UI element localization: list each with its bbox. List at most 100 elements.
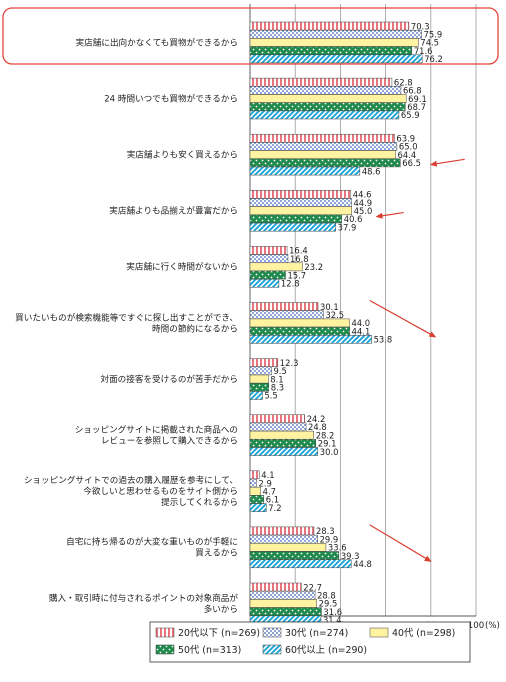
category-label: 買いたいものが検索機能等ですぐに探し出すことができ、: [15, 311, 238, 323]
data-label: 53.8: [374, 335, 393, 345]
bar: [249, 54, 423, 64]
data-label: 65.0: [399, 142, 418, 152]
bar: [249, 310, 324, 320]
bar: [249, 543, 327, 552]
data-label: 44.9: [353, 198, 372, 208]
category-label: ショッピングサイトでの過去の購入履歴を参考にして、: [24, 474, 238, 486]
bar: [249, 302, 319, 311]
bars: [249, 21, 423, 625]
legend-label: 50代 (n=313): [178, 645, 241, 656]
bar: [249, 551, 340, 560]
bar: [249, 190, 352, 199]
bar: [249, 430, 314, 440]
data-label: 22.7: [303, 582, 322, 592]
data-label: 69.1: [408, 94, 427, 104]
data-label: 33.6: [328, 543, 347, 553]
category-label: 自宅に持ち帰るのが大変な重いものが手軽に: [66, 536, 238, 548]
x-tick-label: 100: [468, 621, 484, 631]
data-label: 66.5: [402, 158, 421, 168]
data-label: 29.1: [318, 439, 337, 449]
bar: [249, 198, 352, 207]
category-label: 実店舗に出向かなくても買物ができるから: [76, 36, 238, 48]
data-label: 30.1: [320, 302, 339, 312]
bar: [249, 439, 317, 448]
data-label: 71.6: [414, 46, 433, 56]
category-label: レビューを参照して購入できるから: [101, 434, 238, 446]
category-label: 実店舗よりも品揃えが豊富だから: [109, 205, 238, 217]
category-label: 対面の接客を受けるのが苦手だから: [100, 373, 238, 385]
bar: [249, 582, 302, 592]
legend-swatch: [155, 627, 175, 638]
data-label: 74.5: [420, 38, 439, 48]
bar: [249, 254, 289, 263]
trend-arrow: [375, 211, 404, 219]
data-label: 39.3: [341, 551, 360, 561]
data-label: 7.2: [268, 503, 281, 513]
bar: [249, 94, 407, 103]
bar: [249, 607, 322, 616]
legend-swatch: [262, 627, 282, 638]
bar: [249, 150, 396, 159]
data-label: 37.9: [338, 222, 357, 232]
bar: [249, 447, 319, 456]
data-label: 4.1: [261, 470, 274, 480]
data-label: 15.7: [287, 270, 306, 280]
data-label: 4.7: [263, 487, 276, 497]
category-label: 多いから: [204, 603, 238, 615]
category-labels: 実店舗に出向かなくても買物ができるから 24 時間いつでも買物ができるから実店舗よ…: [15, 36, 238, 615]
x-unit-label: (%): [485, 621, 500, 631]
trend-arrow: [369, 524, 432, 562]
data-label: 29.5: [319, 599, 338, 609]
category-label: 今欲しいと思わせるものをサイト側から: [83, 485, 238, 497]
data-label: 44.1: [352, 326, 371, 336]
data-label: 16.8: [290, 254, 309, 264]
legend-label: 40代 (n=298): [392, 628, 455, 639]
bar: [249, 29, 422, 39]
bar: [249, 142, 398, 151]
bar: [249, 590, 316, 600]
data-label: 48.6: [362, 166, 381, 176]
bar: [249, 21, 410, 31]
highlight-box-outline: [2, 7, 499, 65]
trend-arrow: [369, 299, 437, 338]
data-label: 31.4: [323, 615, 342, 625]
legend-label: 30代 (n=274): [285, 628, 348, 639]
data-label: 64.4: [398, 150, 417, 160]
data-label: 76.2: [424, 54, 443, 64]
bar: [249, 133, 395, 143]
bar: [249, 486, 261, 496]
bar: [249, 422, 307, 432]
legend-swatch: [155, 644, 175, 655]
bar: [249, 246, 288, 255]
bar: [249, 206, 352, 216]
category-label: 提示してくれるから: [161, 497, 238, 508]
data-label: 68.7: [407, 102, 426, 112]
data-label: 66.8: [403, 86, 422, 96]
data-labels: 70.375.974.571.676.2 62.866.869.168.765.9…: [259, 21, 443, 625]
trend-arrow: [429, 158, 465, 167]
trend-arrows: [369, 158, 465, 562]
bar: [249, 278, 280, 288]
data-label: 40.6: [344, 214, 363, 224]
data-label: 24.2: [307, 414, 326, 424]
data-label: 30.0: [320, 447, 339, 457]
bar: [249, 38, 419, 47]
category-label: 時間の節約になるから: [152, 322, 238, 334]
data-label: 6.1: [266, 495, 279, 505]
category-label: 実店舗よりも安く買えるから: [127, 148, 238, 160]
bar: [249, 559, 352, 569]
legend-label: 20代以下 (n=269): [178, 628, 260, 639]
bar: [249, 503, 267, 512]
bar: [249, 335, 372, 344]
data-label: 5.5: [264, 391, 277, 401]
data-label: 8.3: [271, 383, 284, 393]
legend-label: 60代以上 (n=290): [285, 645, 367, 656]
data-label: 9.5: [273, 366, 286, 376]
data-label: 32.5: [325, 310, 344, 320]
legend-swatch: [369, 627, 389, 638]
data-label: 28.2: [316, 430, 335, 440]
data-label: 28.8: [317, 591, 336, 601]
category-label: ショッピングサイトに掲載された商品への: [75, 423, 238, 435]
bar: [249, 110, 400, 120]
data-label: 31.6: [323, 607, 342, 617]
